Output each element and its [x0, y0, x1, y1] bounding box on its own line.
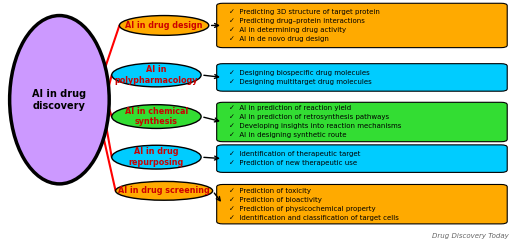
Text: AI in chemical
synthesis: AI in chemical synthesis — [125, 107, 188, 126]
Ellipse shape — [112, 145, 201, 169]
Ellipse shape — [119, 16, 209, 35]
Text: AI in drug
repurposing: AI in drug repurposing — [129, 148, 184, 167]
FancyBboxPatch shape — [217, 145, 507, 172]
Text: AI in drug
discovery: AI in drug discovery — [32, 89, 87, 111]
FancyBboxPatch shape — [217, 64, 507, 91]
Text: ✓  AI in prediction of reaction yield
✓  AI in prediction of retrosynthesis path: ✓ AI in prediction of reaction yield ✓ A… — [229, 105, 401, 139]
Text: AI in drug design: AI in drug design — [125, 21, 203, 30]
FancyBboxPatch shape — [217, 102, 507, 142]
Ellipse shape — [112, 105, 201, 129]
Text: ✓  Designing biospecific drug molecules
✓  Designing multitarget drug molecules: ✓ Designing biospecific drug molecules ✓… — [229, 70, 372, 85]
Text: ✓  Prediction of toxicity
✓  Prediction of bioactivity
✓  Prediction of physicoc: ✓ Prediction of toxicity ✓ Prediction of… — [229, 188, 399, 221]
Text: AI in drug screening: AI in drug screening — [118, 186, 210, 195]
Ellipse shape — [112, 63, 201, 87]
Text: ✓  Identification of therapeutic target
✓  Prediction of new therapeutic use: ✓ Identification of therapeutic target ✓… — [229, 151, 360, 166]
Text: AI in
polypharmacology: AI in polypharmacology — [115, 65, 198, 85]
FancyBboxPatch shape — [217, 184, 507, 224]
Ellipse shape — [10, 16, 109, 184]
Ellipse shape — [116, 182, 212, 200]
Text: ✓  Predicting 3D structure of target protein
✓  Predicting drug–protein interact: ✓ Predicting 3D structure of target prot… — [229, 9, 380, 42]
FancyBboxPatch shape — [217, 3, 507, 48]
Text: Drug Discovery Today: Drug Discovery Today — [432, 233, 509, 239]
